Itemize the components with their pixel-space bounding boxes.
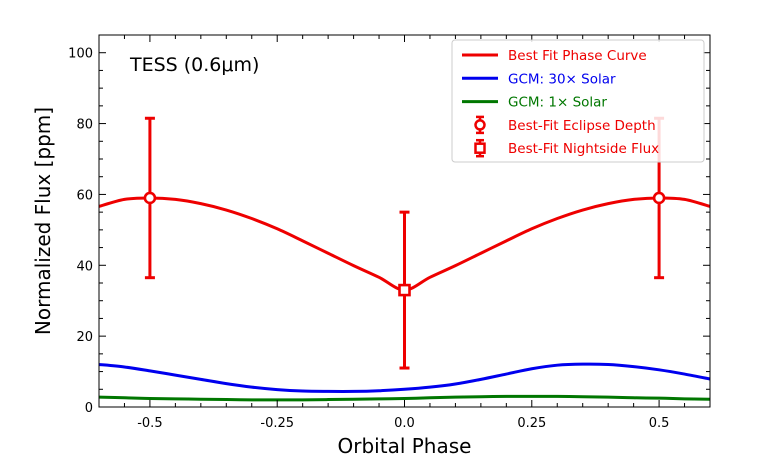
circle-marker bbox=[143, 191, 157, 205]
y-tick-label: 40 bbox=[76, 259, 93, 274]
y-tick-label: 100 bbox=[68, 47, 93, 62]
legend-label: Best-Fit Eclipse Depth bbox=[508, 118, 656, 134]
legend-label: GCM: 30× Solar bbox=[508, 71, 616, 87]
legend-entry: GCM: 1× Solar bbox=[462, 95, 607, 111]
plot-frame bbox=[98, 34, 711, 408]
chart-title: TESS (0.6μm) bbox=[129, 54, 259, 76]
square-marker bbox=[398, 283, 411, 297]
legend-square-marker bbox=[474, 142, 486, 154]
x-tick-label: 0.25 bbox=[517, 416, 546, 431]
x-tick-label: 0.0 bbox=[394, 416, 415, 431]
circle-marker bbox=[652, 191, 666, 205]
x-tick-label: -0.25 bbox=[260, 416, 294, 431]
legend-entry: GCM: 30× Solar bbox=[462, 71, 616, 87]
y-tick-label: 60 bbox=[76, 188, 93, 203]
ticks-layer: -0.5 -0.25 0.0 0.25 0.5 0 20 40 60 80 100 bbox=[68, 35, 711, 431]
gcm-30x-solar-line bbox=[99, 362, 710, 393]
y-tick-label: 20 bbox=[76, 330, 93, 345]
legend-entry: Best Fit Phase Curve bbox=[462, 48, 647, 64]
legend-circle-marker bbox=[474, 119, 486, 131]
y-tick-label: 0 bbox=[85, 401, 93, 416]
legend-label: Best Fit Phase Curve bbox=[508, 48, 647, 64]
legend-frame bbox=[451, 39, 705, 163]
nightside-flux-point bbox=[398, 210, 411, 370]
gcm-1x-solar-line bbox=[99, 394, 710, 402]
legend-label: Best-Fit Nightside Flux bbox=[508, 141, 659, 157]
x-tick-label: 0.5 bbox=[649, 416, 670, 431]
y-axis-title: Normalized Flux [ppm] bbox=[31, 107, 55, 335]
y-tick-label: 80 bbox=[76, 118, 93, 133]
legend-entry: Best-Fit Nightside Flux bbox=[474, 138, 659, 158]
x-tick-label: -0.5 bbox=[137, 416, 162, 431]
legend-entry: Best-Fit Eclipse Depth bbox=[474, 115, 656, 135]
eclipse-depth-point bbox=[143, 116, 157, 280]
legend: Best Fit Phase Curve GCM: 30× Solar GCM: 1… bbox=[451, 39, 705, 163]
x-axis-title: Orbital Phase bbox=[338, 434, 472, 458]
legend-label: GCM: 1× Solar bbox=[508, 95, 607, 111]
